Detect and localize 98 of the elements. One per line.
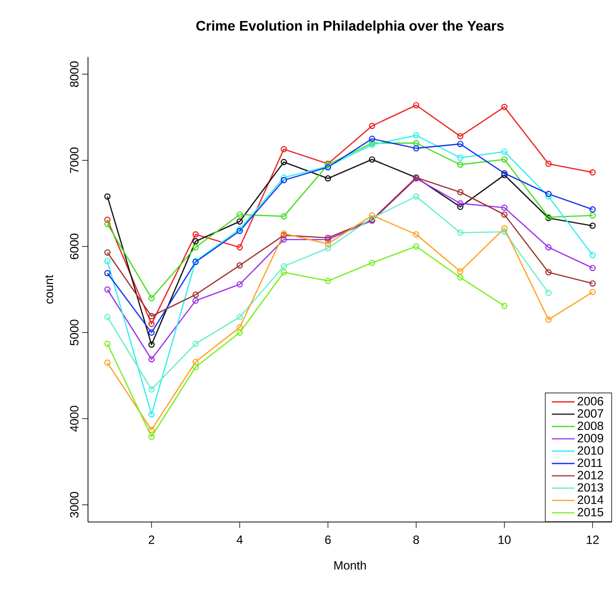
point xyxy=(501,104,508,110)
y-tick-label: 8000 xyxy=(70,61,78,87)
point xyxy=(545,160,552,167)
point xyxy=(457,133,464,140)
point xyxy=(501,228,508,235)
point xyxy=(148,411,155,418)
point xyxy=(236,324,243,331)
point xyxy=(280,213,287,220)
x-tick-label: 4 xyxy=(236,536,243,544)
point xyxy=(324,245,332,252)
point xyxy=(457,230,464,236)
legend-label: 2014 xyxy=(578,496,604,504)
x-tick-label: 8 xyxy=(413,536,419,544)
point xyxy=(324,175,332,182)
point xyxy=(413,145,420,152)
point xyxy=(545,316,552,323)
x-tick-label: 10 xyxy=(498,536,511,544)
point xyxy=(148,320,155,328)
point xyxy=(280,158,287,166)
point xyxy=(148,426,155,433)
point xyxy=(236,211,243,218)
point xyxy=(236,262,243,269)
point xyxy=(148,294,155,302)
point xyxy=(324,278,332,284)
x-tick-label: 12 xyxy=(586,536,599,544)
point xyxy=(457,140,464,148)
y-tick-label: 4000 xyxy=(70,406,78,432)
point xyxy=(236,281,243,288)
point xyxy=(545,190,552,198)
y-tick-label: 7000 xyxy=(70,148,78,174)
point xyxy=(148,341,155,348)
legend-label: 2010 xyxy=(578,446,604,455)
point xyxy=(545,193,552,200)
point xyxy=(280,269,287,276)
legend-label: 2011 xyxy=(578,458,602,468)
point xyxy=(236,314,243,320)
point xyxy=(148,329,155,336)
point xyxy=(413,231,420,238)
point xyxy=(501,148,508,155)
point xyxy=(457,268,464,275)
point xyxy=(148,313,155,320)
point xyxy=(501,211,508,218)
point xyxy=(501,204,508,211)
y-tick-label: 5000 xyxy=(70,320,78,346)
point xyxy=(413,243,420,250)
point xyxy=(148,386,155,393)
point xyxy=(192,238,199,244)
point xyxy=(280,236,287,243)
point xyxy=(545,244,552,250)
legend-label: 2013 xyxy=(578,483,604,492)
point xyxy=(457,200,464,207)
point xyxy=(545,269,552,276)
point xyxy=(413,193,420,200)
point xyxy=(368,156,376,163)
point xyxy=(148,434,155,440)
legend-label: 2007 xyxy=(578,409,604,418)
point xyxy=(148,356,155,362)
point xyxy=(368,122,376,130)
point xyxy=(457,161,464,168)
point xyxy=(413,102,420,108)
point xyxy=(457,189,464,196)
point xyxy=(413,132,420,138)
point xyxy=(192,244,199,250)
legend-label: 2015 xyxy=(578,508,604,516)
point xyxy=(192,231,199,238)
chart-title: Crime Evolution in Philadelphia over the Years xyxy=(196,20,504,34)
point xyxy=(236,244,243,250)
point xyxy=(457,204,464,210)
y-axis-title: count xyxy=(45,274,54,304)
point xyxy=(280,174,287,181)
point xyxy=(457,154,464,161)
point xyxy=(280,263,287,270)
point xyxy=(457,274,464,281)
point xyxy=(192,358,199,365)
x-tick-label: 6 xyxy=(325,536,331,544)
y-tick-label: 6000 xyxy=(70,234,78,260)
point xyxy=(192,364,199,370)
x-axis-title: Month xyxy=(334,560,366,570)
point xyxy=(368,136,376,142)
legend-label: 2008 xyxy=(578,422,604,430)
y-tick-label: 3000 xyxy=(70,492,78,518)
legend-label: 2006 xyxy=(578,396,604,406)
point xyxy=(324,240,332,247)
point xyxy=(501,156,508,163)
point xyxy=(368,260,376,266)
point xyxy=(280,176,287,184)
point xyxy=(192,292,199,298)
point xyxy=(236,218,243,225)
point xyxy=(236,329,243,336)
point xyxy=(192,298,199,304)
point xyxy=(368,212,376,219)
legend-label: 2009 xyxy=(578,434,604,442)
legend-label: 2012 xyxy=(578,470,604,480)
point xyxy=(501,225,508,232)
x-tick-label: 2 xyxy=(148,536,154,544)
point xyxy=(413,140,420,146)
point xyxy=(280,146,287,152)
point xyxy=(192,340,199,347)
